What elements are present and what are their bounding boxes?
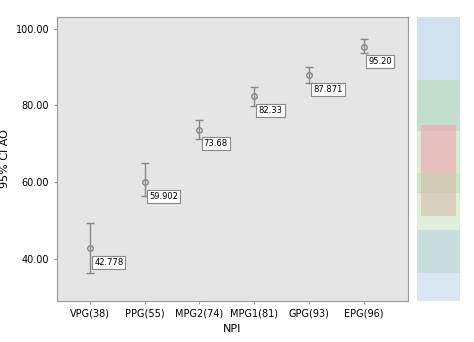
Bar (417, 230, 460, 301)
Bar (421, 125, 456, 216)
Text: 42.778: 42.778 (94, 258, 123, 267)
Y-axis label: 95% CI AO: 95% CI AO (0, 130, 10, 188)
Text: 87.871: 87.871 (313, 85, 343, 94)
X-axis label: NPI: NPI (223, 324, 241, 334)
Bar (417, 17, 460, 131)
Text: 82.33: 82.33 (259, 106, 283, 115)
Text: 73.68: 73.68 (204, 139, 228, 148)
Text: 95.20: 95.20 (368, 57, 392, 66)
Bar (417, 80, 460, 193)
Bar (417, 173, 460, 273)
Text: 59.902: 59.902 (149, 192, 178, 201)
